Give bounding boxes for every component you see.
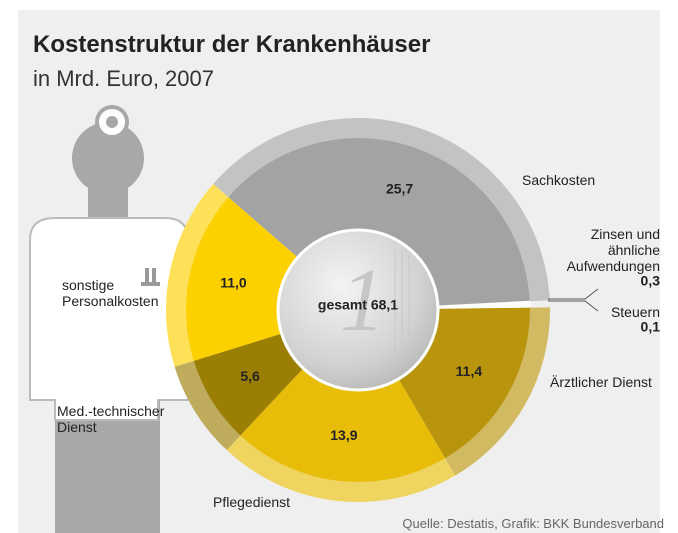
value-label: 25,7 bbox=[386, 180, 413, 196]
category-label: Med.-technischer Dienst bbox=[57, 403, 165, 435]
slice-rim bbox=[213, 117, 550, 302]
slice bbox=[228, 138, 530, 310]
category-label: Ärztlicher Dienst bbox=[550, 374, 652, 390]
value-label: 0,1 bbox=[641, 319, 661, 335]
svg-text:1: 1 bbox=[340, 251, 385, 350]
category-label: Pflegedienst bbox=[213, 494, 291, 510]
chart-title: Kostenstruktur der Krankenhäuser bbox=[33, 31, 430, 58]
value-label: 0,3 bbox=[641, 273, 661, 289]
value-label: 13,9 bbox=[330, 427, 357, 443]
category-label: Steuern bbox=[610, 304, 660, 320]
category-label: Sachkosten bbox=[522, 172, 596, 188]
slice-rim bbox=[174, 360, 241, 451]
value-label: 11,0 bbox=[220, 274, 247, 290]
slice-rim bbox=[445, 307, 550, 476]
value-label: 5,6 bbox=[240, 368, 260, 384]
category-label: sonstige Personalkosten bbox=[62, 277, 159, 309]
source: Quelle: Destatis, Grafik: BKK Bundesverb… bbox=[402, 516, 664, 531]
euro-coin: 1 bbox=[276, 228, 440, 392]
doctor-figure bbox=[29, 105, 189, 533]
chart-subtitle: in Mrd. Euro, 2007 bbox=[33, 66, 214, 91]
slice bbox=[240, 310, 446, 482]
slice-rim bbox=[226, 435, 456, 502]
leader-lines bbox=[548, 288, 599, 312]
slice-rim bbox=[166, 183, 229, 367]
category-label: Zinsen und ähnliche Aufwendungen bbox=[566, 226, 660, 274]
value-label: 11,4 bbox=[456, 363, 483, 379]
total-label: gesamt 68,1 bbox=[318, 297, 398, 313]
